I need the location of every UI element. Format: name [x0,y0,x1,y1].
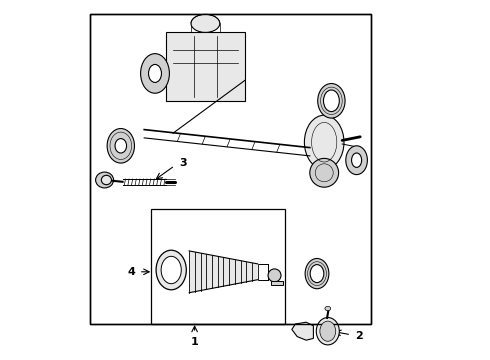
Ellipse shape [310,265,324,283]
Polygon shape [292,322,314,340]
Text: 2: 2 [355,330,363,341]
Ellipse shape [304,115,344,169]
Ellipse shape [316,318,339,345]
Polygon shape [189,251,258,293]
Ellipse shape [96,172,114,188]
Ellipse shape [156,250,186,290]
Ellipse shape [320,321,336,341]
Ellipse shape [351,153,362,167]
Text: 3: 3 [179,158,187,168]
Ellipse shape [107,129,134,163]
Text: 4: 4 [127,267,135,277]
Bar [90,14,371,324]
Ellipse shape [148,64,162,82]
Bar [90,14,371,324]
Ellipse shape [318,84,345,118]
Ellipse shape [161,256,181,284]
Ellipse shape [325,306,331,311]
Polygon shape [271,281,283,285]
Ellipse shape [115,139,126,153]
Ellipse shape [268,269,281,282]
Bar [166,32,245,101]
Ellipse shape [346,146,368,175]
Ellipse shape [141,54,170,93]
Text: 1: 1 [191,337,198,347]
Ellipse shape [101,175,111,185]
Bar [151,209,285,324]
Ellipse shape [310,158,339,187]
Ellipse shape [191,14,220,32]
Ellipse shape [305,258,329,289]
Ellipse shape [323,90,339,112]
